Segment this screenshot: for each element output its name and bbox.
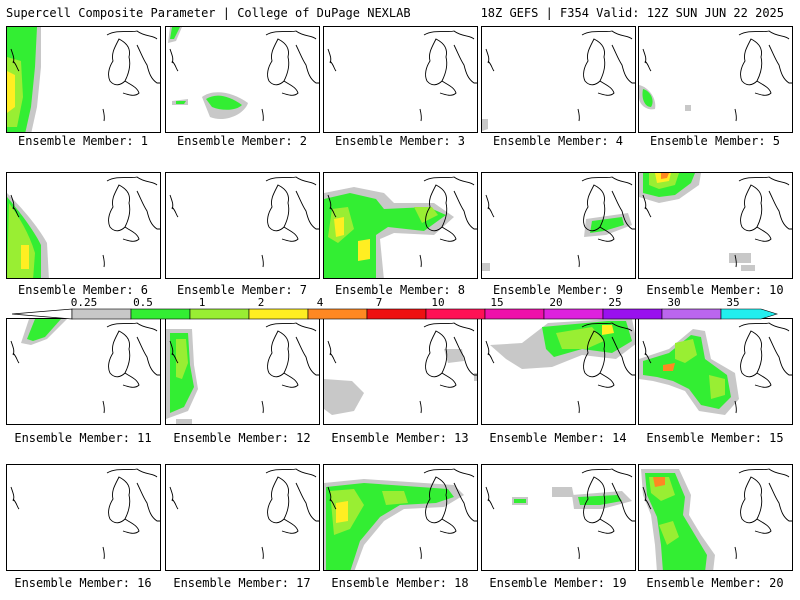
ensemble-panel-11 (6, 318, 161, 425)
colorbar-level-5: 4 (316, 296, 324, 309)
member-label-9: Ensemble Member: 9 (492, 283, 624, 297)
colorbar-swatch-12 (720, 308, 779, 320)
ensemble-panel-2 (165, 26, 320, 133)
color-scale-bar (12, 308, 779, 320)
ensemble-panel-10 (638, 172, 793, 279)
member-label-3: Ensemble Member: 3 (334, 134, 466, 148)
ensemble-panel-20 (638, 464, 793, 571)
colorbar-level-6: 7 (375, 296, 383, 309)
member-label-11: Ensemble Member: 11 (14, 431, 152, 445)
ensemble-panel-3 (323, 26, 478, 133)
member-label-13: Ensemble Member: 13 (331, 431, 469, 445)
map-title: Supercell Composite Parameter | College … (6, 6, 411, 20)
ensemble-panel-13 (323, 318, 478, 425)
ensemble-panel-9 (481, 172, 636, 279)
colorbar-swatch-6 (366, 308, 427, 320)
member-label-14: Ensemble Member: 14 (489, 431, 627, 445)
colorbar-level-11: 30 (667, 296, 681, 309)
colorbar-level-4: 2 (257, 296, 265, 309)
member-label-19: Ensemble Member: 19 (489, 576, 627, 590)
ensemble-panel-19 (481, 464, 636, 571)
colorbar-level-3: 1 (198, 296, 206, 309)
member-map-18 (324, 468, 477, 570)
member-map-16 (10, 468, 160, 560)
member-map-3 (327, 30, 477, 122)
colorbar-swatch-8 (484, 308, 545, 320)
member-label-4: Ensemble Member: 4 (492, 134, 624, 148)
member-map-12 (166, 322, 319, 424)
member-map-1 (7, 27, 160, 132)
ensemble-panel-15 (638, 318, 793, 425)
ensemble-panel-16 (6, 464, 161, 571)
member-map-10 (639, 173, 792, 271)
member-map-15 (639, 322, 792, 415)
member-map-2 (168, 27, 319, 122)
colorbar-swatch-1 (71, 308, 132, 320)
member-label-2: Ensemble Member: 2 (176, 134, 308, 148)
colorbar-swatch-5 (307, 308, 368, 320)
colorbar-level-12: 35 (726, 296, 740, 309)
member-map-11 (10, 319, 160, 414)
member-label-20: Ensemble Member: 20 (646, 576, 784, 590)
member-label-5: Ensemble Member: 5 (649, 134, 781, 148)
member-label-10: Ensemble Member: 10 (646, 283, 784, 297)
ensemble-panel-18 (323, 464, 478, 571)
ensemble-panel-17 (165, 464, 320, 571)
colorbar-level-1: 0.25 (70, 296, 98, 309)
member-map-4 (482, 30, 635, 131)
member-map-7 (169, 176, 319, 268)
member-map-19 (485, 468, 635, 560)
colorbar-low-arrow (12, 308, 73, 320)
member-label-12: Ensemble Member: 12 (173, 431, 311, 445)
colorbar-swatch-10 (602, 308, 663, 320)
member-label-6: Ensemble Member: 6 (17, 283, 149, 297)
member-map-8 (324, 176, 477, 278)
ensemble-panel-7 (165, 172, 320, 279)
colorbar-level-8: 15 (490, 296, 504, 309)
ensemble-panel-5 (638, 26, 793, 133)
member-label-1: Ensemble Member: 1 (17, 134, 149, 148)
colorbar-swatch-4 (248, 308, 309, 320)
ensemble-panel-4 (481, 26, 636, 133)
ensemble-panel-14 (481, 318, 636, 425)
member-label-7: Ensemble Member: 7 (176, 283, 308, 297)
member-map-17 (169, 468, 319, 560)
member-label-17: Ensemble Member: 17 (173, 576, 311, 590)
member-label-8: Ensemble Member: 8 (334, 283, 466, 297)
member-map-20 (641, 468, 792, 570)
ensemble-panel-1 (6, 26, 161, 133)
ensemble-panel-12 (165, 318, 320, 425)
colorbar-level-7: 10 (431, 296, 445, 309)
ensemble-panel-8 (323, 172, 478, 279)
member-label-16: Ensemble Member: 16 (14, 576, 152, 590)
member-map-5 (639, 30, 792, 122)
ensemble-panel-6 (6, 172, 161, 279)
colorbar-level-10: 25 (608, 296, 622, 309)
member-map-14 (485, 319, 635, 414)
colorbar-swatch-3 (189, 308, 250, 320)
colorbar-swatch-9 (543, 308, 604, 320)
colorbar-swatch-7 (425, 308, 486, 320)
member-label-18: Ensemble Member: 18 (331, 576, 469, 590)
member-map-13 (324, 322, 477, 415)
member-map-6 (7, 176, 160, 278)
colorbar-swatch-11 (661, 308, 722, 320)
colorbar-level-9: 20 (549, 296, 563, 309)
member-label-15: Ensemble Member: 15 (646, 431, 784, 445)
colorbar-level-2: 0.5 (133, 296, 153, 309)
member-map-9 (482, 176, 635, 271)
colorbar-swatch-2 (130, 308, 191, 320)
run-valid-time: 18Z GEFS | F354 Valid: 12Z SUN JUN 22 20… (480, 6, 784, 20)
